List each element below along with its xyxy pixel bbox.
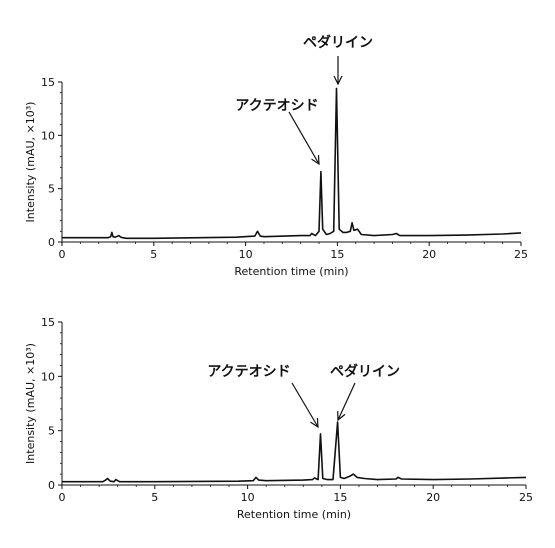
x-tick-label: 5 — [150, 248, 157, 261]
x-tick-label: 10 — [239, 248, 253, 261]
annotation-arrow-head — [337, 411, 346, 422]
x-axis-label: Retention time (min) — [237, 508, 351, 521]
peak-annotation-label: ペダリイン — [330, 363, 400, 380]
chart-1: 0 5 10 15 0 5 10 15 20 25 Retention time (min) Inte… — [24, 34, 528, 278]
y-axis-label: Intensity (mAU, ×10³) — [24, 343, 37, 464]
x-axis-label: Retention time (min) — [234, 265, 348, 278]
y-axis-label: Intensity (mAU, ×10³) — [24, 102, 37, 223]
x-tick-label: 15 — [330, 248, 344, 261]
y-tick-label: 5 — [48, 183, 55, 196]
y-tick-label: 15 — [41, 316, 55, 329]
y-tick-label: 10 — [41, 370, 55, 383]
annotation-arrow-head — [333, 75, 343, 86]
x-tick-label: 15 — [333, 491, 347, 504]
x-tick-label: 10 — [241, 491, 255, 504]
y-tick-label: 0 — [48, 236, 55, 249]
x-tick-label: 25 — [519, 491, 533, 504]
chromatogram-trace — [62, 421, 527, 483]
y-tick-label: 10 — [41, 129, 55, 142]
y-tick-label: 15 — [41, 76, 55, 89]
peak-annotation-label: アクテオシド — [235, 98, 318, 114]
annotation-arrow-head — [311, 155, 320, 166]
y-tick-label: 0 — [48, 479, 55, 492]
y-tick-label: 5 — [48, 425, 55, 438]
x-tick-label: 0 — [59, 248, 66, 261]
annotation-arrow-head — [310, 418, 319, 429]
x-tick-label: 20 — [422, 248, 436, 261]
annotation-arrow-shaft — [337, 382, 356, 421]
x-tick-label: 25 — [514, 248, 528, 261]
annotation-arrow-shaft — [291, 382, 319, 428]
x-tick-label: 0 — [59, 491, 66, 504]
peak-annotation-label: ペダリイン — [303, 34, 373, 51]
chromatogram-trace — [62, 87, 522, 240]
annotation-arrow-shaft — [288, 111, 320, 165]
chart-2: 0 5 10 15 0 5 10 15 20 25 Retention time (min) Inte… — [24, 316, 533, 521]
x-tick-label: 20 — [426, 491, 440, 504]
peak-annotation-label: アクテオシド — [207, 364, 290, 380]
x-tick-label: 5 — [151, 491, 158, 504]
